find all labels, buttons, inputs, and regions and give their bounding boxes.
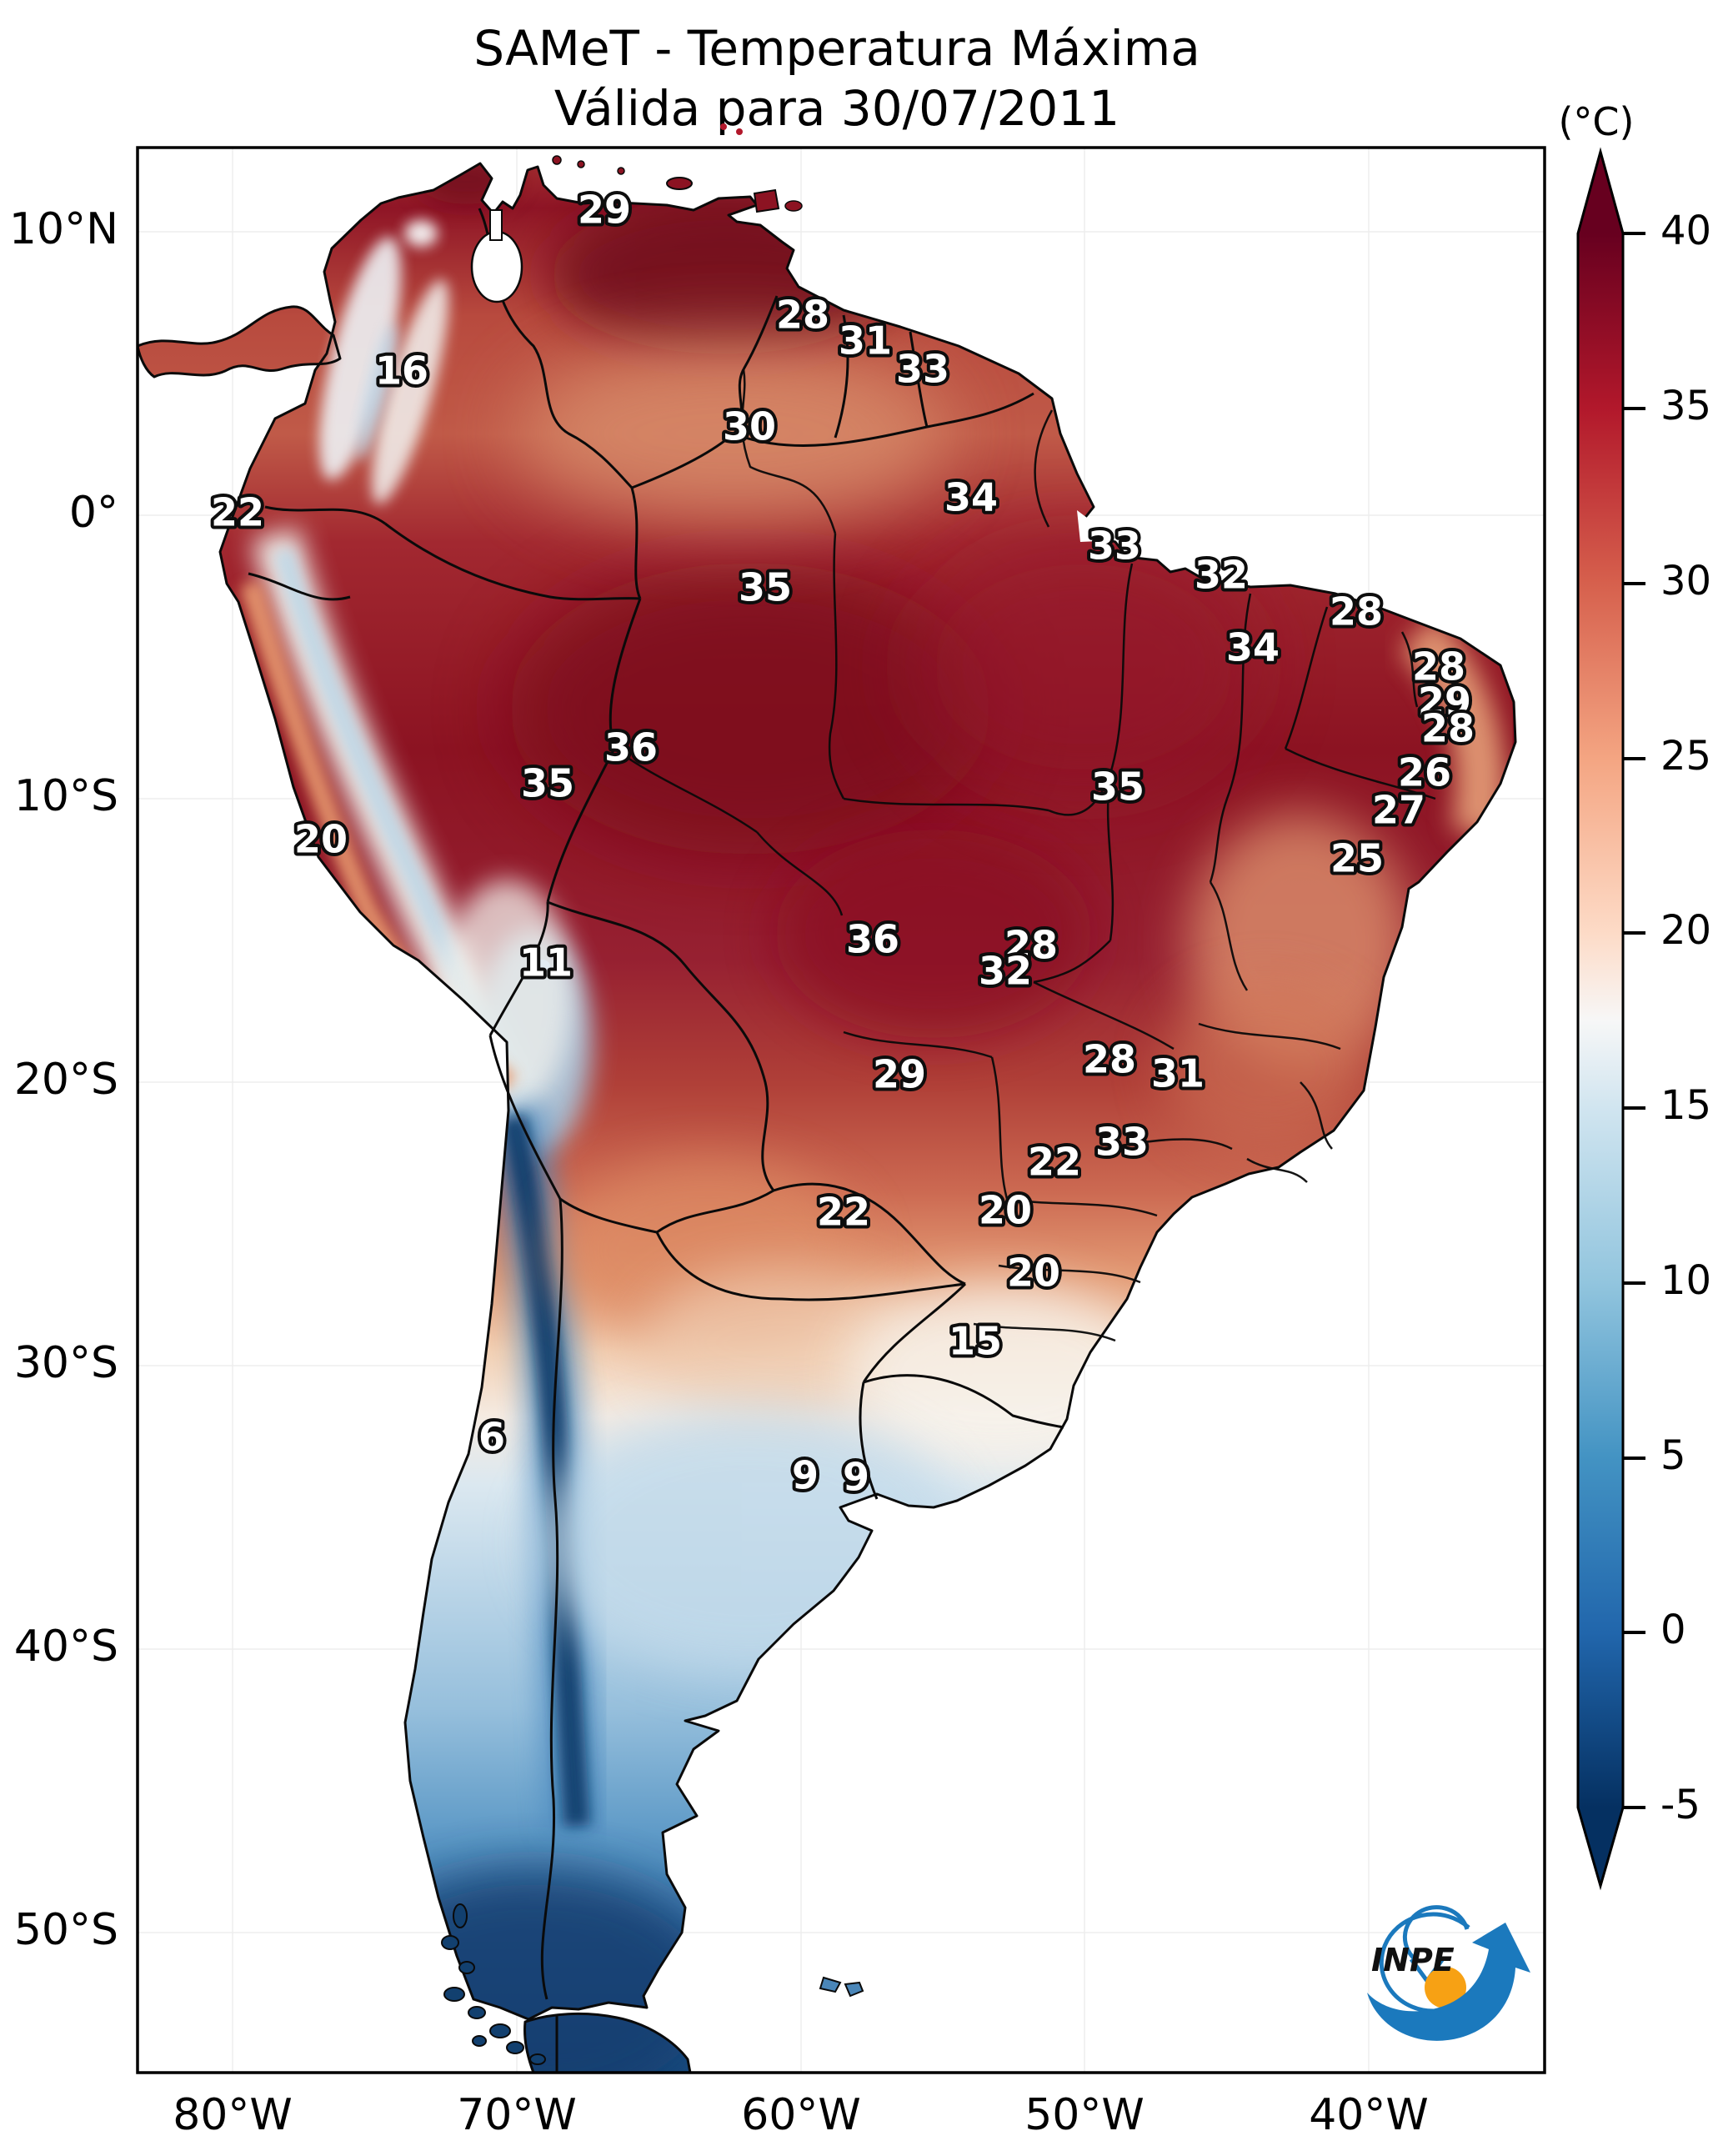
temperature-label: 22	[1028, 1140, 1081, 1185]
temperature-label: 20	[294, 817, 348, 862]
temperature-label: 32	[979, 949, 1032, 994]
temperature-label: 11	[519, 940, 573, 985]
temperature-label: 22	[211, 490, 264, 535]
temperature-label: 28	[1412, 644, 1465, 689]
colorbar-unit-label: (°C)	[1558, 99, 1634, 144]
lon-tick-label: 80°W	[173, 2090, 293, 2140]
temperature-label: 36	[846, 917, 899, 962]
temperature-label: 28	[1330, 589, 1383, 634]
logo-inner-swirl-icon	[1402, 1905, 1470, 1963]
lat-tick-label: 30°S	[14, 1338, 118, 1388]
lat-tick-label: 20°S	[14, 1055, 118, 1105]
logo-outer-swirl-icon	[1379, 1912, 1470, 2013]
temperature-label: 34	[1226, 625, 1280, 670]
temperature-field	[138, 163, 1515, 2073]
colorbar-tick-label: 15	[1660, 1082, 1711, 1129]
temperature-label: 29	[873, 1052, 926, 1097]
colorbar-tick-label: 10	[1660, 1257, 1711, 1304]
temperature-label: 15	[949, 1319, 1002, 1364]
temperature-label: 28	[776, 293, 829, 338]
temperature-label: 29	[578, 188, 631, 233]
lat-tick-label: 0°	[69, 488, 118, 538]
temperature-label: 9	[843, 1455, 869, 1500]
colorbar-ticks: 40 35 30 25 20 15 10 5 0 -5	[1623, 208, 1711, 1828]
colorbar-tick-label: 30	[1660, 558, 1711, 604]
latitude-axis-labels: 10°N 0° 10°S 20°S 30°S 40°S 50°S	[9, 204, 118, 1955]
temperature-label: 6	[478, 1415, 505, 1460]
colorbar-tick-label: 40	[1660, 208, 1711, 254]
longitude-axis-labels: 80°W 70°W 60°W 50°W 40°W	[173, 2090, 1429, 2140]
temperature-label: 35	[739, 565, 792, 610]
temperature-label: 28	[1421, 706, 1475, 751]
lat-tick-label: 50°S	[14, 1905, 118, 1955]
temperature-label: 20	[1007, 1251, 1060, 1296]
lon-tick-label: 60°W	[741, 2090, 861, 2140]
map-frame	[136, 146, 1546, 2074]
temperature-label: 28	[1083, 1037, 1136, 1082]
colorbar-tick-label: 20	[1660, 907, 1711, 954]
temperature-label: 33	[896, 347, 949, 392]
temperature-label: 20	[979, 1188, 1032, 1233]
colorbar-tick-label: 0	[1660, 1607, 1686, 1653]
temperature-label: 32	[1195, 553, 1248, 598]
colorbar-tick-label: 35	[1660, 383, 1711, 429]
caribbean-islands	[552, 123, 803, 213]
lon-tick-label: 40°W	[1309, 2090, 1429, 2140]
lat-tick-label: 10°S	[14, 771, 118, 821]
lat-tick-label: 40°S	[14, 1622, 118, 1672]
lakes	[470, 209, 1117, 980]
temperature-label: 31	[1151, 1051, 1205, 1096]
falkland-islands-icon	[819, 1976, 864, 1998]
temperature-label: 35	[1091, 765, 1144, 810]
lat-tick-label: 10°N	[9, 204, 118, 254]
temperature-label: 16	[375, 348, 428, 394]
temperature-label: 29	[1418, 679, 1471, 725]
coastline	[136, 162, 1517, 2074]
colorbar-tick-label: -5	[1660, 1782, 1700, 1828]
colorbar-tick-label: 5	[1660, 1432, 1686, 1479]
patagonian-fjord-islands	[441, 1903, 546, 2065]
temperature-label: 31	[839, 318, 892, 364]
page-title: SAMeT - Temperatura Máxima	[473, 20, 1200, 77]
colorbar-gradient-bar	[1576, 147, 1625, 1891]
temperature-label: 36	[604, 725, 658, 770]
temperature-label: 22	[817, 1190, 870, 1235]
temperature-label: 26	[1398, 750, 1451, 795]
temperature-label: 9	[792, 1453, 819, 1498]
logo-orange-sphere-icon	[1425, 1967, 1466, 2008]
temperature-label: 34	[944, 475, 998, 520]
colorbar-tick-label: 25	[1660, 733, 1711, 780]
temperature-label: 25	[1330, 836, 1384, 881]
inpe-logo: INPE	[1367, 1905, 1530, 2041]
lon-tick-label: 50°W	[1024, 2090, 1144, 2140]
temperature-label: 33	[1088, 524, 1141, 569]
temperature-label: 30	[723, 404, 776, 449]
logo-big-arrow-icon	[1367, 1923, 1530, 2041]
page-subtitle: Válida para 30/07/2011	[554, 80, 1119, 137]
temperature-label: 33	[1095, 1120, 1149, 1165]
lon-tick-label: 70°W	[457, 2090, 577, 2140]
temperature-label: 35	[521, 761, 574, 806]
colorbar: (°C) 40 35 30 25 20 15 10 5 0 -5	[1558, 99, 1711, 1891]
temperature-label: 28	[1004, 923, 1058, 968]
temperature-label: 27	[1372, 788, 1425, 833]
logo-text: INPE	[1371, 1942, 1455, 1978]
state-borders	[614, 369, 1436, 1342]
